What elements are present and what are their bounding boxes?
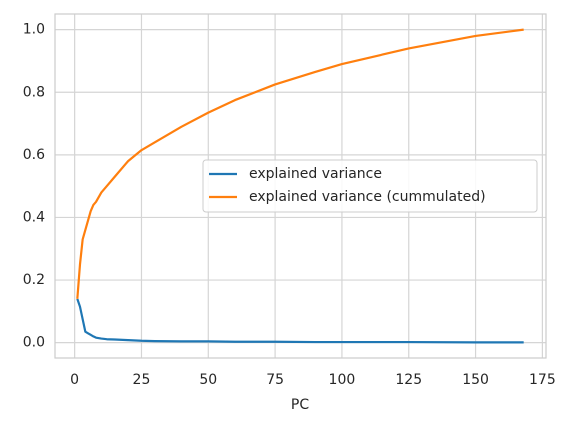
- plot-frame: [54, 13, 547, 359]
- y-tick-label: 0.2: [23, 272, 45, 288]
- y-tick-label: 0.0: [23, 335, 45, 351]
- x-tick-label: 150: [462, 372, 489, 388]
- legend-label: explained variance (cummulated): [249, 189, 486, 205]
- x-tick-label: 50: [199, 372, 217, 388]
- x-axis-label: PC: [291, 397, 309, 413]
- legend-box: [202, 159, 538, 213]
- y-tick-label: 0.4: [23, 209, 45, 225]
- x-tick-label: 0: [70, 372, 79, 388]
- y-tick-label: 0.6: [23, 147, 45, 163]
- legend: explained variance explained variance (cu…: [202, 159, 538, 213]
- series-line: [76, 298, 524, 344]
- y-tick-label: 1.0: [23, 22, 45, 38]
- x-tick-label: 175: [529, 372, 556, 388]
- x-tick-label: 125: [395, 372, 422, 388]
- x-tick-label: 100: [329, 372, 356, 388]
- legend-label: explained variance: [249, 166, 382, 182]
- series-line: [76, 28, 524, 299]
- x-tick-label: 75: [266, 372, 284, 388]
- y-tick-label: 0.8: [23, 84, 45, 100]
- x-tick-label: 25: [133, 372, 151, 388]
